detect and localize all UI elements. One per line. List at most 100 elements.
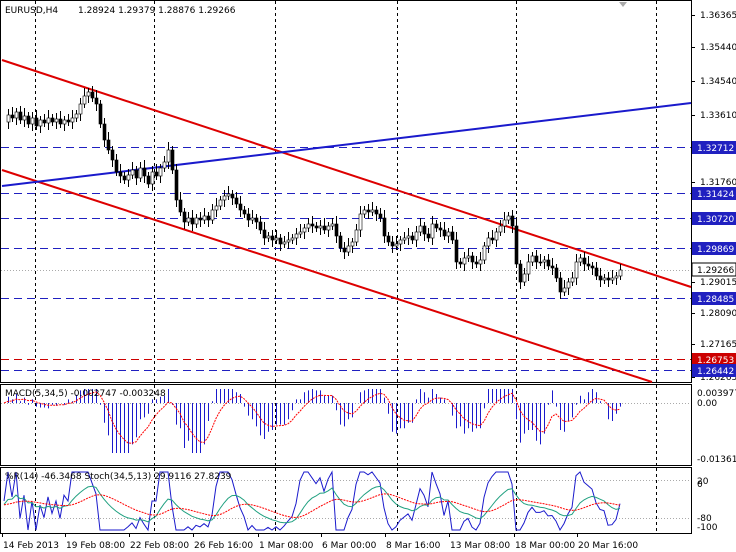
stoch-tick-4: -100 [697,523,718,533]
level-label-box [692,292,736,305]
stoch-tick-1: 20 [697,477,709,487]
candle-body [46,117,51,124]
candle-body [394,243,399,247]
candlesticks [6,86,623,299]
candle-body [54,118,59,123]
candle-body [486,237,491,247]
candle-body [154,171,159,177]
candle-body [462,257,467,265]
candle-body [450,231,455,241]
level-label-box [692,242,736,255]
candle-body [14,111,19,119]
macd-tick-zero: 0.00 [697,399,717,409]
candle-body [278,237,283,245]
time-axis-label: 22 Feb 08:00 [130,541,189,551]
candle-body [606,277,611,281]
stoch-tick-3: -80 [697,514,712,524]
candle-body [254,217,259,223]
candle-body [62,119,67,125]
candle-body [434,223,439,229]
channel-lower-line[interactable] [1,169,653,383]
candle-body [198,217,203,221]
candle-body [190,217,195,225]
candle-body [158,167,163,177]
candle-body [94,97,99,105]
candle-body [270,235,275,241]
williams-r-line [3,470,621,532]
candle-body [38,119,43,127]
candle-body [418,225,423,233]
time-axis-label: 18 Mar 00:00 [515,541,575,551]
level-label-box [692,187,736,200]
candle-body [386,235,391,243]
candle-body [538,261,543,264]
candle-body [166,149,171,163]
candle-body [458,261,463,265]
main-pane[interactable] [0,0,692,383]
price-tick-label: 1.31760 [700,178,736,188]
candle-body [522,273,527,283]
current-price-box [691,262,736,277]
candle-body [86,91,91,97]
candle-body [574,261,579,279]
candle-body [402,237,407,241]
candle-body [30,117,35,125]
level-label: 1.26442 [697,367,734,377]
candle-body [578,257,583,263]
candle-body [6,114,11,123]
chart-ohlc: 1.28924 1.29379 1.28876 1.29266 [78,6,236,16]
candle-body [590,265,595,269]
scroll-marker-icon[interactable] [619,2,627,7]
price-tick-label: 1.28090 [700,309,736,319]
candle-body [366,209,371,213]
candle-body [594,267,599,277]
candle-body [382,217,387,237]
candle-body [374,209,379,215]
candle-body [110,149,115,161]
candle-body [558,277,563,293]
candle-body [322,225,327,231]
candle-body [614,275,619,279]
candle-body [498,225,503,233]
candle-body [118,171,123,177]
candle-body [534,255,539,263]
candle-body [26,115,31,125]
candle-body [406,235,411,239]
candle-body [306,223,311,229]
level-label: 1.32712 [697,144,734,154]
candle-body [506,215,511,221]
candle-body [566,281,571,289]
candle-body [514,225,519,265]
candle-body [358,213,363,231]
candle-body [50,117,55,123]
macd-pane[interactable] [0,384,692,466]
candle-body [422,225,427,235]
time-axis-label: 20 Mar 16:00 [578,541,638,551]
candle-body [202,215,207,221]
time-axis-label: 26 Feb 16:00 [194,541,253,551]
candle-body [214,205,219,211]
candle-body [66,119,71,123]
candle-body [466,255,471,259]
candle-body [510,215,515,227]
candle-body [126,174,131,181]
level-label: 1.30720 [697,215,734,225]
candle-body [430,223,435,239]
candle-body [490,237,495,241]
candle-body [598,275,603,281]
candle-body [350,241,355,247]
candle-body [90,91,95,99]
candle-body [78,103,83,115]
channel-upper-line[interactable] [1,59,692,288]
candle-body [286,239,291,243]
time-axis-label: 14 Feb 2013 [3,541,59,551]
candle-body [354,229,359,243]
candle-body [302,227,307,233]
time-axis-label: 13 Mar 08:00 [450,541,510,551]
level-label-box [692,141,736,154]
price-tick-label: 1.34540 [700,77,736,87]
candle-body [266,235,271,239]
level-label: 1.28485 [697,295,734,305]
price-tick-label: 1.29015 [700,278,736,288]
